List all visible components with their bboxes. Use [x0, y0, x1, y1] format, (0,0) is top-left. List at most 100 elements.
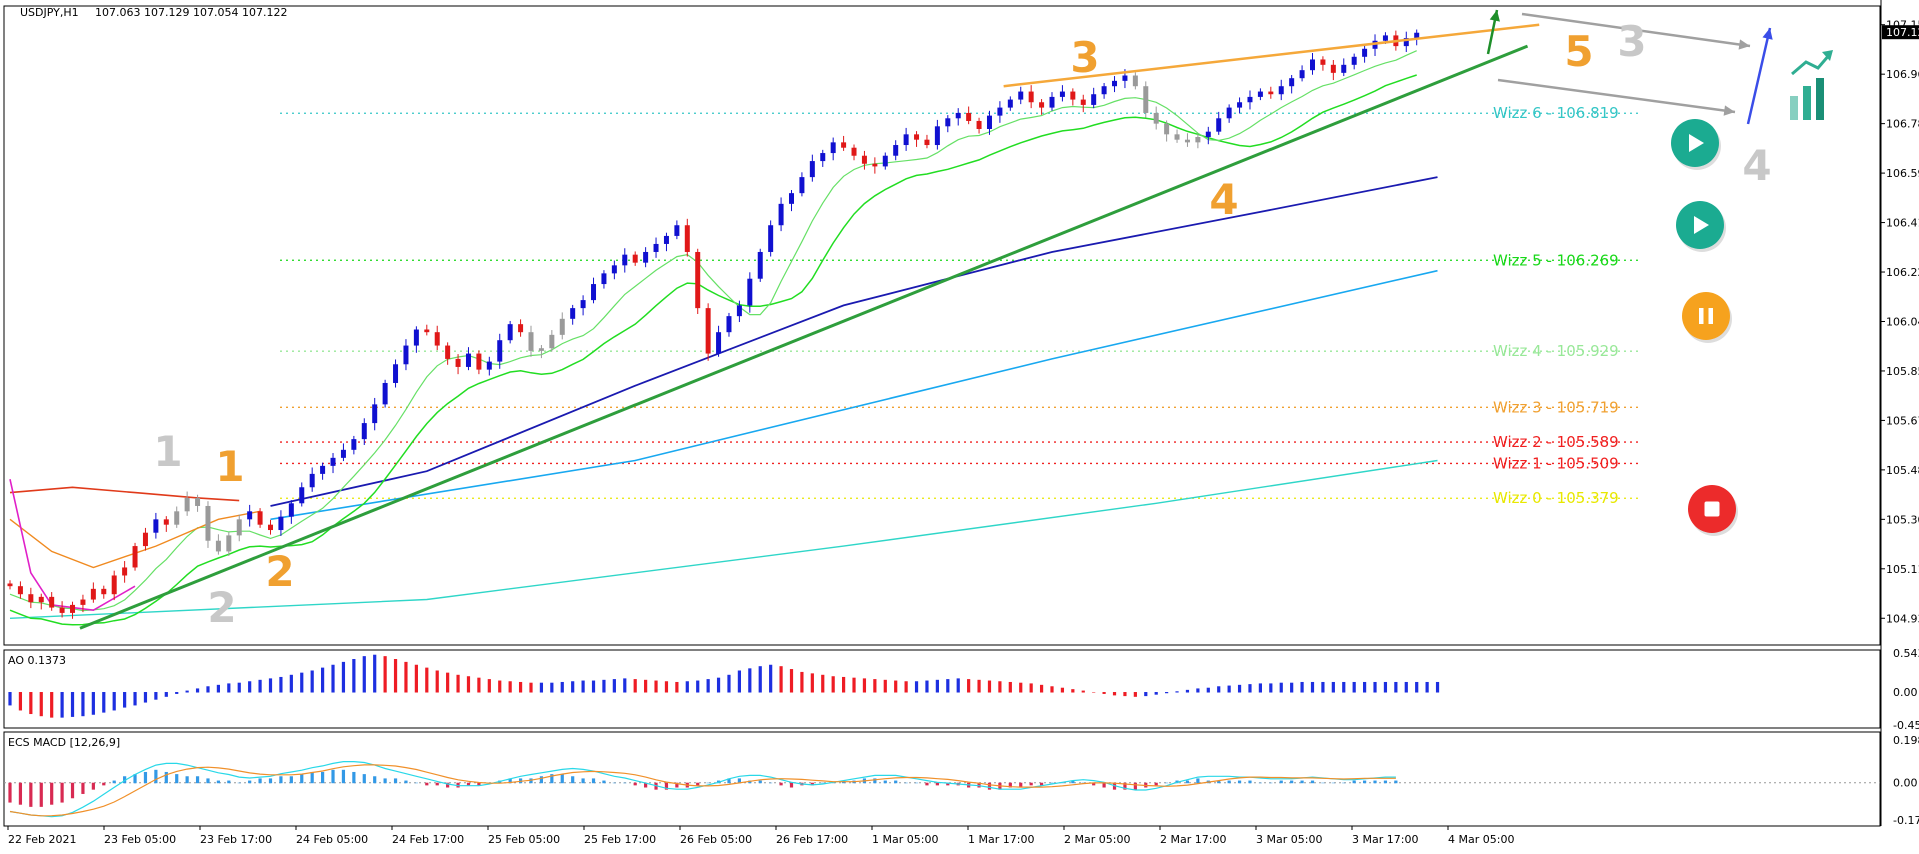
candle-body	[1007, 99, 1013, 108]
macd-bar	[352, 771, 356, 784]
candle-body	[101, 588, 107, 595]
macd-bar	[623, 782, 627, 784]
candle-body	[393, 364, 399, 383]
trendline-upper	[1003, 23, 1540, 88]
ao-bar	[1258, 683, 1262, 693]
candle-body	[309, 473, 315, 488]
ao-bar	[571, 681, 575, 693]
pause-button[interactable]	[1682, 292, 1732, 343]
candle-body	[1132, 75, 1138, 87]
ao-bar	[1383, 681, 1388, 693]
price-tick-label: 106.965	[1886, 68, 1919, 81]
candle-body	[320, 465, 326, 474]
ao-bar	[748, 668, 752, 693]
price-tick-label: 105.115	[1886, 563, 1919, 576]
macd-bar	[1394, 780, 1398, 784]
candle-body	[361, 423, 367, 440]
ao-bar	[289, 674, 293, 693]
pause-icon	[1699, 308, 1704, 324]
ao-bar	[967, 679, 971, 693]
ao-bar	[29, 692, 33, 715]
candle-body	[1091, 94, 1097, 105]
macd-bar	[373, 776, 377, 784]
time-tick-label: 23 Feb 17:00	[200, 833, 272, 846]
candle-body	[1257, 91, 1263, 97]
ao-bar	[727, 674, 731, 693]
macd-bar	[1227, 780, 1231, 784]
ao-bar	[789, 669, 794, 693]
macd-bar	[529, 778, 533, 784]
candle-body	[778, 203, 784, 226]
ao-bar	[508, 681, 512, 693]
macd-bar	[1029, 782, 1033, 786]
candle-body	[1122, 75, 1128, 81]
stop-button[interactable]	[1688, 485, 1738, 536]
wizz-level-label: Wizz 6 - 106.819	[1493, 104, 1619, 122]
ao-bar	[862, 678, 867, 693]
ao-bar	[612, 679, 616, 693]
ao-bar	[925, 680, 929, 693]
panel-frame	[3, 649, 1881, 729]
ao-bar	[1331, 681, 1335, 693]
macd-bar	[612, 782, 616, 784]
ao-bar	[70, 692, 75, 717]
ao-bar	[591, 680, 596, 693]
candle-body	[955, 112, 961, 119]
macd-bar	[1383, 780, 1388, 784]
candle-body	[1184, 139, 1190, 143]
ao-bar	[1321, 681, 1325, 693]
candle-body	[424, 329, 430, 333]
ao-bar	[60, 692, 64, 718]
ao-bar	[914, 681, 919, 693]
candle-body	[757, 251, 763, 279]
candle-body	[559, 318, 565, 335]
ao-bar	[1394, 681, 1398, 693]
ao-bar	[112, 692, 116, 711]
macd-bar	[1373, 780, 1377, 784]
wizz-level-label: Wizz 4 - 105.929	[1493, 342, 1619, 360]
time-tick-label: 24 Feb 17:00	[392, 833, 464, 846]
candle-body	[1278, 86, 1284, 95]
time-tick-label: 1 Mar 05:00	[872, 833, 938, 846]
macd-bar	[1050, 782, 1054, 784]
ao-bar	[248, 681, 252, 693]
ao-bar	[39, 692, 43, 717]
macd-bar	[696, 782, 700, 786]
candle-body	[278, 516, 284, 531]
candle-body	[1080, 99, 1086, 105]
macd-bar	[591, 778, 596, 784]
macd-bar	[237, 782, 241, 784]
price-tick-label: 105.300	[1886, 513, 1919, 526]
macd-bar	[1081, 782, 1085, 784]
ao-bar	[894, 680, 898, 693]
arrow-green-up-head	[1489, 10, 1500, 22]
ao-bar	[1363, 681, 1367, 693]
ao-bar	[143, 692, 148, 703]
play-button-1[interactable]	[1671, 119, 1721, 170]
candle-body	[632, 254, 638, 263]
ao-bar	[414, 664, 418, 693]
macd-bar	[1071, 780, 1075, 784]
ao-bar	[1112, 692, 1117, 696]
candle-body	[163, 519, 169, 525]
candle-body	[90, 588, 96, 600]
ao-bar	[675, 681, 679, 693]
candle-body	[726, 316, 732, 333]
ao-bar	[1425, 681, 1429, 693]
wave-label: 2	[207, 583, 236, 632]
macd-bar	[362, 774, 366, 784]
ao-bar	[102, 692, 106, 713]
ao-bar	[404, 661, 408, 693]
candle-body	[1059, 91, 1065, 97]
ao-bar	[425, 667, 429, 693]
candle-body	[705, 308, 711, 354]
playback-buttons[interactable]	[1671, 50, 1833, 536]
ao-bar	[237, 682, 241, 693]
macd-bar	[602, 780, 606, 784]
ao-bar	[1352, 681, 1356, 693]
ao-bar	[258, 679, 262, 693]
candle-body	[893, 145, 899, 156]
macd-bar	[1248, 780, 1252, 784]
wizz-level-label: Wizz 1 - 105.509	[1493, 454, 1619, 472]
play-button-2[interactable]	[1676, 201, 1726, 252]
